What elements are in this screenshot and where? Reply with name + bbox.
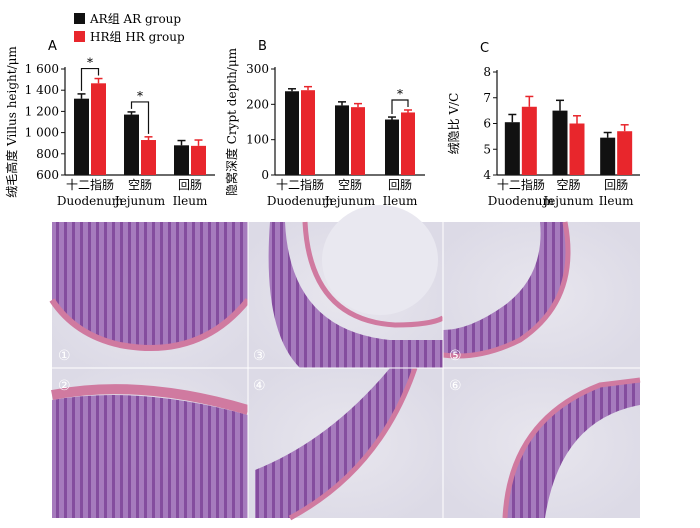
x-tick-label-en: Duodenum <box>488 194 555 208</box>
bar <box>552 110 568 175</box>
bar <box>285 91 299 175</box>
legend-swatch-hr <box>74 31 85 42</box>
bar <box>600 137 616 175</box>
y-tick-label: 200 <box>246 97 269 111</box>
chart-title: A <box>48 39 57 54</box>
x-tick-label-en: Ileum <box>383 194 418 208</box>
y-tick-label: 4 <box>483 168 491 182</box>
micrograph-4: ④ <box>248 367 443 521</box>
significance-label: * <box>137 89 143 103</box>
micrograph-label-2: ② <box>58 378 71 394</box>
micrograph-3: ③ <box>248 205 445 368</box>
y-tick-label: 800 <box>36 147 59 161</box>
bar <box>521 106 537 175</box>
legend-label-ar: AR组 AR group <box>89 12 181 26</box>
x-tick-label-cn: 空肠 <box>338 178 362 192</box>
y-axis-label: 绒隐比 V/C <box>447 93 461 155</box>
x-tick-label-en: Ileum <box>599 194 634 208</box>
legend-label-hr: HR组 HR group <box>90 30 185 44</box>
significance-label: * <box>397 87 403 101</box>
micrograph-1: ① <box>49 222 251 368</box>
micrograph-label-3: ③ <box>253 348 266 364</box>
bar <box>124 114 139 175</box>
bar <box>335 105 349 175</box>
bar-charts: A 600 800 1 000 1 200 1 400 1 600 绒毛高度 Villus h… <box>4 39 640 208</box>
chart-title: B <box>258 39 267 54</box>
y-tick-label: 5 <box>483 142 491 156</box>
micrograph-5: ⑤ <box>442 221 640 368</box>
y-axis-label: 隐窝深度 Crypt depth/μm <box>224 47 239 196</box>
y-tick-label: 7 <box>483 91 491 105</box>
y-axis-label: 绒毛高度 Villus height/μm <box>4 46 19 198</box>
y-tick-label: 0 <box>261 168 269 182</box>
legend-swatch-ar <box>74 13 85 24</box>
bar <box>385 119 399 175</box>
y-tick-label: 600 <box>36 168 59 182</box>
x-tick-label-cn: 空肠 <box>556 178 580 192</box>
bar <box>191 145 206 175</box>
bar <box>174 145 189 175</box>
y-tick-label: 8 <box>483 65 491 79</box>
significance-label: * <box>87 56 93 70</box>
bar <box>141 140 156 175</box>
bar <box>91 83 106 175</box>
significance-bracket <box>80 67 100 91</box>
micrograph-label-5: ⑤ <box>449 348 462 364</box>
micrograph-grid: ① ③ ⑤ ② ④ <box>49 205 641 521</box>
y-tick-label: 300 <box>246 62 269 76</box>
y-tick-label: 6 <box>483 117 491 131</box>
x-tick-label-cn: 回肠 <box>178 178 202 192</box>
chart-a: A 600 800 1 000 1 200 1 400 1 600 绒毛高度 Villus h… <box>4 39 215 208</box>
bar <box>401 112 415 175</box>
micrograph-label-1: ① <box>58 348 71 364</box>
significance-bracket <box>130 101 150 134</box>
x-tick-label-cn: 十二指肠 <box>66 177 114 192</box>
micrograph-6: ⑥ <box>443 368 641 519</box>
x-tick-label-en: Jejunum <box>113 194 166 208</box>
bar <box>74 98 89 175</box>
y-tick-label: 100 <box>246 133 269 147</box>
x-tick-label-cn: 十二指肠 <box>497 177 545 192</box>
micrograph-2: ② <box>51 368 250 518</box>
x-tick-label-cn: 十二指肠 <box>276 177 324 192</box>
micrograph-label-6: ⑥ <box>449 378 462 394</box>
y-tick-label: 1 200 <box>25 104 59 118</box>
x-tick-label-cn: 回肠 <box>388 178 412 192</box>
bar <box>617 131 633 175</box>
bar <box>301 90 315 175</box>
bar <box>504 122 520 175</box>
y-tick-label: 1 600 <box>25 62 59 76</box>
chart-title: C <box>480 41 489 56</box>
significance-bracket <box>391 99 409 115</box>
y-tick-label: 1 000 <box>25 126 59 140</box>
micrograph-label-4: ④ <box>253 378 266 394</box>
x-tick-label-cn: 回肠 <box>604 178 628 192</box>
x-tick-label-en: Jejunum <box>323 194 376 208</box>
x-tick-label-en: Jejunum <box>541 194 594 208</box>
y-tick-label: 1 400 <box>25 83 59 97</box>
chart-b: B 0 100 200 300 隐窝深度 Crypt depth/μm 十二指肠 Duoden… <box>224 39 425 208</box>
x-tick-label-en: Ileum <box>173 194 208 208</box>
legend: AR组 AR group HR组 HR group <box>74 12 185 44</box>
bar <box>351 107 365 175</box>
bar <box>569 123 585 175</box>
x-tick-label-en: Duodenum <box>57 194 124 208</box>
x-tick-label-cn: 空肠 <box>128 178 152 192</box>
x-tick-label-en: Duodenum <box>267 194 334 208</box>
